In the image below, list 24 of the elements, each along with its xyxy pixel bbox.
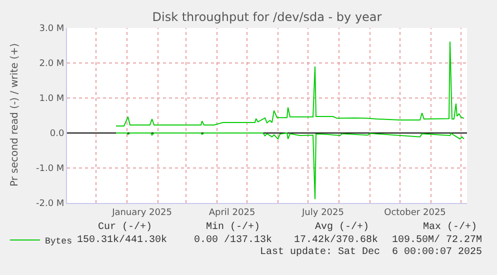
y-tick-label: 1.0 M (39, 94, 64, 104)
y-axis-title: Pr second read (-) / write (+) (10, 43, 20, 186)
y-tick-label: 0.0 (50, 129, 64, 140)
legend-label: Bytes (44, 236, 72, 247)
y-tick-label: 3.0 M (39, 24, 64, 34)
x-tick-label: January 2025 (111, 208, 172, 218)
text: 17.42k/370.68k (294, 234, 378, 246)
text: Min (-/+) (206, 221, 260, 233)
y-tick-label: -1.0 M (36, 164, 64, 174)
x-tick-label: July 2025 (301, 208, 344, 218)
x-tick-label: April 2025 (208, 208, 256, 218)
y-tick-label: -2.0 M (36, 199, 64, 210)
x-tick-label: October 2025 (384, 208, 446, 218)
chart-title: Disk throughput for /dev/sda - by year (152, 10, 382, 24)
text: 150.31k/441.30k (77, 234, 168, 246)
text: Last update: Sat Dec 6 00:00:07 2025 (260, 246, 482, 258)
text: 109.50M/ 72.27M (392, 234, 482, 246)
text: Max (-/+) (423, 221, 478, 233)
y-tick-label: 2.0 M (39, 59, 64, 70)
line-series (116, 41, 464, 126)
text: Cur (-/+) (98, 221, 152, 233)
text: 0.00 /137.13k (194, 234, 272, 246)
text: Avg (-/+) (315, 221, 370, 233)
line-series (116, 132, 464, 200)
